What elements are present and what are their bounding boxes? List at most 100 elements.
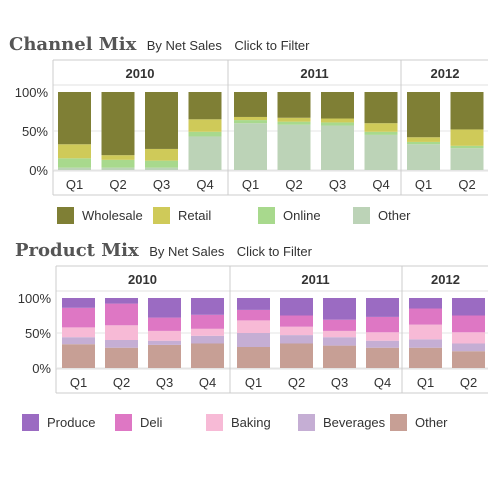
- year-header-2010[interactable]: 2010: [126, 66, 155, 81]
- channel-bar-online-2010-q4[interactable]: [188, 131, 222, 137]
- product-bar-beverages-2011-q2[interactable]: [280, 335, 313, 344]
- channel-bar-other-2010-q2[interactable]: [101, 167, 135, 170]
- channel-bar-wholesale-2010-q1[interactable]: [58, 92, 91, 145]
- product-legend-item-baking[interactable]: Baking: [206, 412, 271, 432]
- product-bar-deli-2011-q4[interactable]: [366, 316, 399, 333]
- product-bar-produce-2012-q1[interactable]: [409, 298, 442, 309]
- channel-bar-other-2012-q1[interactable]: [407, 144, 440, 170]
- channel-bar-wholesale-2012-q1[interactable]: [407, 92, 440, 138]
- product-bar-baking-2012-q2[interactable]: [452, 332, 485, 344]
- product-bar-baking-2011-q3[interactable]: [323, 330, 356, 338]
- product-bar-baking-2011-q1[interactable]: [237, 320, 270, 333]
- product-bar-beverages-2010-q3[interactable]: [148, 340, 181, 345]
- product-bar-produce-2012-q2[interactable]: [452, 298, 485, 316]
- year-header-2012[interactable]: 2012: [431, 66, 460, 81]
- channel-bar-retail-2011-q2[interactable]: [277, 117, 311, 122]
- channel-bar-wholesale-2011-q1[interactable]: [234, 92, 267, 117]
- channel-bar-retail-2011-q1[interactable]: [234, 116, 267, 121]
- product-bar-beverages-2011-q4[interactable]: [366, 340, 399, 348]
- product-bar-deli-2010-q3[interactable]: [148, 317, 181, 331]
- channel-bar-retail-2010-q3[interactable]: [145, 148, 178, 161]
- product-bar-other-2011-q3[interactable]: [323, 345, 356, 368]
- channel-bar-other-2011-q4[interactable]: [364, 134, 398, 170]
- channel-bar-online-2010-q1[interactable]: [58, 158, 91, 168]
- product-legend-item-beverages[interactable]: Beverages: [298, 412, 385, 432]
- product-bar-produce-2010-q3[interactable]: [148, 298, 181, 318]
- product-legend-item-produce[interactable]: Produce: [22, 412, 95, 432]
- product-bar-deli-2010-q4[interactable]: [191, 314, 224, 329]
- product-bar-deli-2011-q2[interactable]: [280, 315, 313, 327]
- channel-bar-retail-2010-q4[interactable]: [188, 119, 222, 132]
- product-bar-other-2010-q2[interactable]: [105, 347, 138, 368]
- product-mix-filter-link[interactable]: Click to Filter: [236, 244, 312, 259]
- channel-bar-online-2011-q2[interactable]: [277, 121, 311, 125]
- product-bar-baking-2010-q2[interactable]: [105, 325, 138, 340]
- channel-bar-wholesale-2010-q4[interactable]: [188, 92, 222, 120]
- channel-bar-other-2010-q4[interactable]: [188, 136, 222, 170]
- product-bar-produce-2011-q1[interactable]: [237, 298, 270, 310]
- product-bar-beverages-2010-q2[interactable]: [105, 340, 138, 348]
- product-bar-deli-2011-q1[interactable]: [237, 309, 270, 321]
- product-bar-produce-2010-q2[interactable]: [105, 298, 138, 304]
- product-bar-baking-2010-q4[interactable]: [191, 328, 224, 336]
- channel-bar-other-2011-q3[interactable]: [321, 125, 354, 170]
- channel-bar-retail-2011-q3[interactable]: [321, 118, 354, 123]
- product-bar-other-2012-q2[interactable]: [452, 351, 485, 368]
- channel-legend-item-wholesale[interactable]: Wholesale: [57, 205, 143, 225]
- product-bar-other-2011-q2[interactable]: [280, 343, 313, 369]
- channel-bar-wholesale-2011-q2[interactable]: [277, 92, 311, 118]
- product-bar-beverages-2012-q2[interactable]: [452, 343, 485, 352]
- product-bar-baking-2011-q2[interactable]: [280, 326, 313, 336]
- product-bar-deli-2010-q1[interactable]: [62, 307, 95, 328]
- product-bar-deli-2011-q3[interactable]: [323, 319, 356, 331]
- channel-bar-wholesale-2012-q2[interactable]: [450, 92, 484, 130]
- channel-bar-other-2010-q1[interactable]: [58, 167, 91, 170]
- channel-bar-retail-2012-q1[interactable]: [407, 137, 440, 142]
- product-bar-baking-2012-q1[interactable]: [409, 324, 442, 340]
- product-bar-produce-2011-q2[interactable]: [280, 298, 313, 316]
- channel-bar-online-2010-q3[interactable]: [145, 160, 178, 168]
- product-bar-baking-2011-q4[interactable]: [366, 332, 399, 341]
- product-bar-other-2011-q4[interactable]: [366, 347, 399, 368]
- channel-bar-online-2011-q1[interactable]: [234, 120, 267, 124]
- product-bar-beverages-2011-q1[interactable]: [237, 333, 270, 347]
- year-header-2011[interactable]: 2011: [300, 66, 328, 81]
- channel-bar-retail-2012-q2[interactable]: [450, 129, 484, 146]
- product-bar-baking-2010-q1[interactable]: [62, 327, 95, 338]
- product-bar-beverages-2011-q3[interactable]: [323, 337, 356, 346]
- channel-bar-wholesale-2010-q2[interactable]: [101, 92, 135, 156]
- channel-bar-online-2011-q4[interactable]: [364, 131, 398, 135]
- product-bar-other-2010-q4[interactable]: [191, 343, 224, 369]
- product-bar-produce-2010-q4[interactable]: [191, 298, 224, 315]
- channel-bar-other-2011-q2[interactable]: [277, 124, 311, 170]
- channel-bar-wholesale-2011-q3[interactable]: [321, 92, 354, 119]
- product-bar-produce-2011-q3[interactable]: [323, 298, 356, 320]
- product-bar-other-2010-q3[interactable]: [148, 344, 181, 368]
- channel-legend-item-retail[interactable]: Retail: [153, 205, 211, 225]
- channel-bar-retail-2010-q2[interactable]: [101, 155, 135, 160]
- channel-legend-item-other[interactable]: Other: [353, 205, 411, 225]
- channel-mix-filter-link[interactable]: Click to Filter: [234, 38, 310, 53]
- channel-bar-other-2012-q2[interactable]: [450, 148, 484, 170]
- channel-bar-wholesale-2011-q4[interactable]: [364, 92, 398, 124]
- channel-bar-retail-2011-q4[interactable]: [364, 123, 398, 132]
- channel-legend-item-online[interactable]: Online: [258, 205, 321, 225]
- product-legend-item-deli[interactable]: Deli: [115, 412, 162, 432]
- product-bar-other-2011-q1[interactable]: [237, 347, 270, 368]
- year-header-2010[interactable]: 2010: [128, 272, 157, 287]
- year-header-2011[interactable]: 2011: [301, 272, 329, 287]
- channel-bar-retail-2010-q1[interactable]: [58, 144, 91, 159]
- channel-bar-online-2011-q3[interactable]: [321, 122, 354, 126]
- year-header-2012[interactable]: 2012: [431, 272, 460, 287]
- product-bar-other-2012-q1[interactable]: [409, 347, 442, 368]
- channel-bar-other-2011-q1[interactable]: [234, 123, 267, 170]
- product-bar-deli-2012-q2[interactable]: [452, 315, 485, 333]
- product-bar-deli-2012-q1[interactable]: [409, 308, 442, 325]
- product-bar-beverages-2010-q1[interactable]: [62, 337, 95, 345]
- product-bar-produce-2011-q4[interactable]: [366, 298, 399, 317]
- product-bar-beverages-2012-q1[interactable]: [409, 339, 442, 348]
- channel-bar-online-2010-q2[interactable]: [101, 159, 135, 168]
- channel-bar-online-2012-q2[interactable]: [450, 145, 484, 149]
- product-bar-deli-2010-q2[interactable]: [105, 303, 138, 326]
- product-bar-produce-2010-q1[interactable]: [62, 298, 95, 308]
